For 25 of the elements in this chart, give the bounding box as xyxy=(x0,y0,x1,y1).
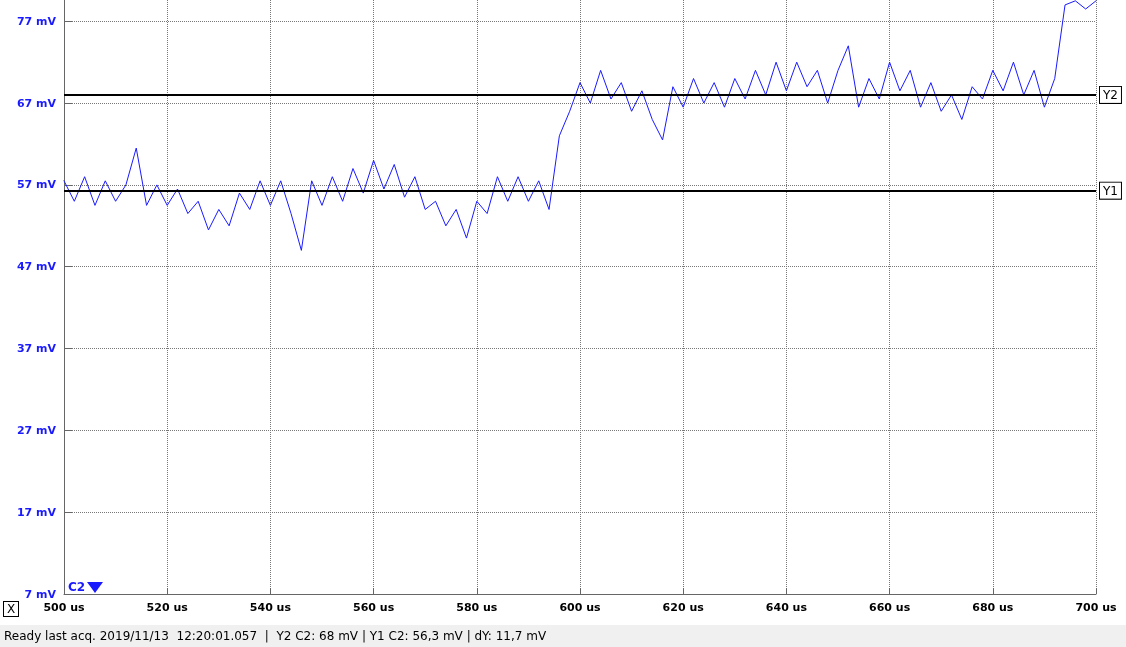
y-tick-label: 47 mV xyxy=(16,260,57,274)
y-tick-label: 37 mV xyxy=(16,342,57,356)
y-tick-label: 7 mV xyxy=(24,587,57,601)
ref-line-label: Y1 xyxy=(1102,183,1118,198)
y-tick-label: 57 mV xyxy=(16,178,57,192)
x-tick-label: 500 us xyxy=(43,601,86,614)
x-tick-label: 640 us xyxy=(765,601,808,614)
legend-label: C2 xyxy=(68,580,86,594)
x-tick-label: 580 us xyxy=(456,601,498,614)
x-tick-label: 660 us xyxy=(869,601,911,614)
x-tick-label: 540 us xyxy=(249,601,292,614)
x-tick-label: 520 us xyxy=(146,601,189,614)
x-tick-label: 620 us xyxy=(662,601,705,614)
x-tick-label: 680 us xyxy=(972,601,1014,614)
line-series xyxy=(63,0,1097,251)
y-tick-label: 67 mV xyxy=(16,96,57,110)
text: X xyxy=(3,601,20,617)
x-tick-label: 600 us xyxy=(559,601,602,614)
y-tick-label: 17 mV xyxy=(16,505,57,519)
ref-line-label: Y2 xyxy=(1102,87,1118,102)
x-tick-label: 560 us xyxy=(353,601,395,614)
x-tick-label: 700 us xyxy=(1075,601,1118,614)
y-tick-label: 27 mV xyxy=(16,423,57,437)
y-tick-label: 77 mV xyxy=(16,14,57,28)
text: Ready last acq. 2019/11/13 12:20:01.057 | Y2 C2: 68 mV | Y1 C2: 56,3 mV | dY: 11,7 mV xyxy=(0,625,1126,647)
